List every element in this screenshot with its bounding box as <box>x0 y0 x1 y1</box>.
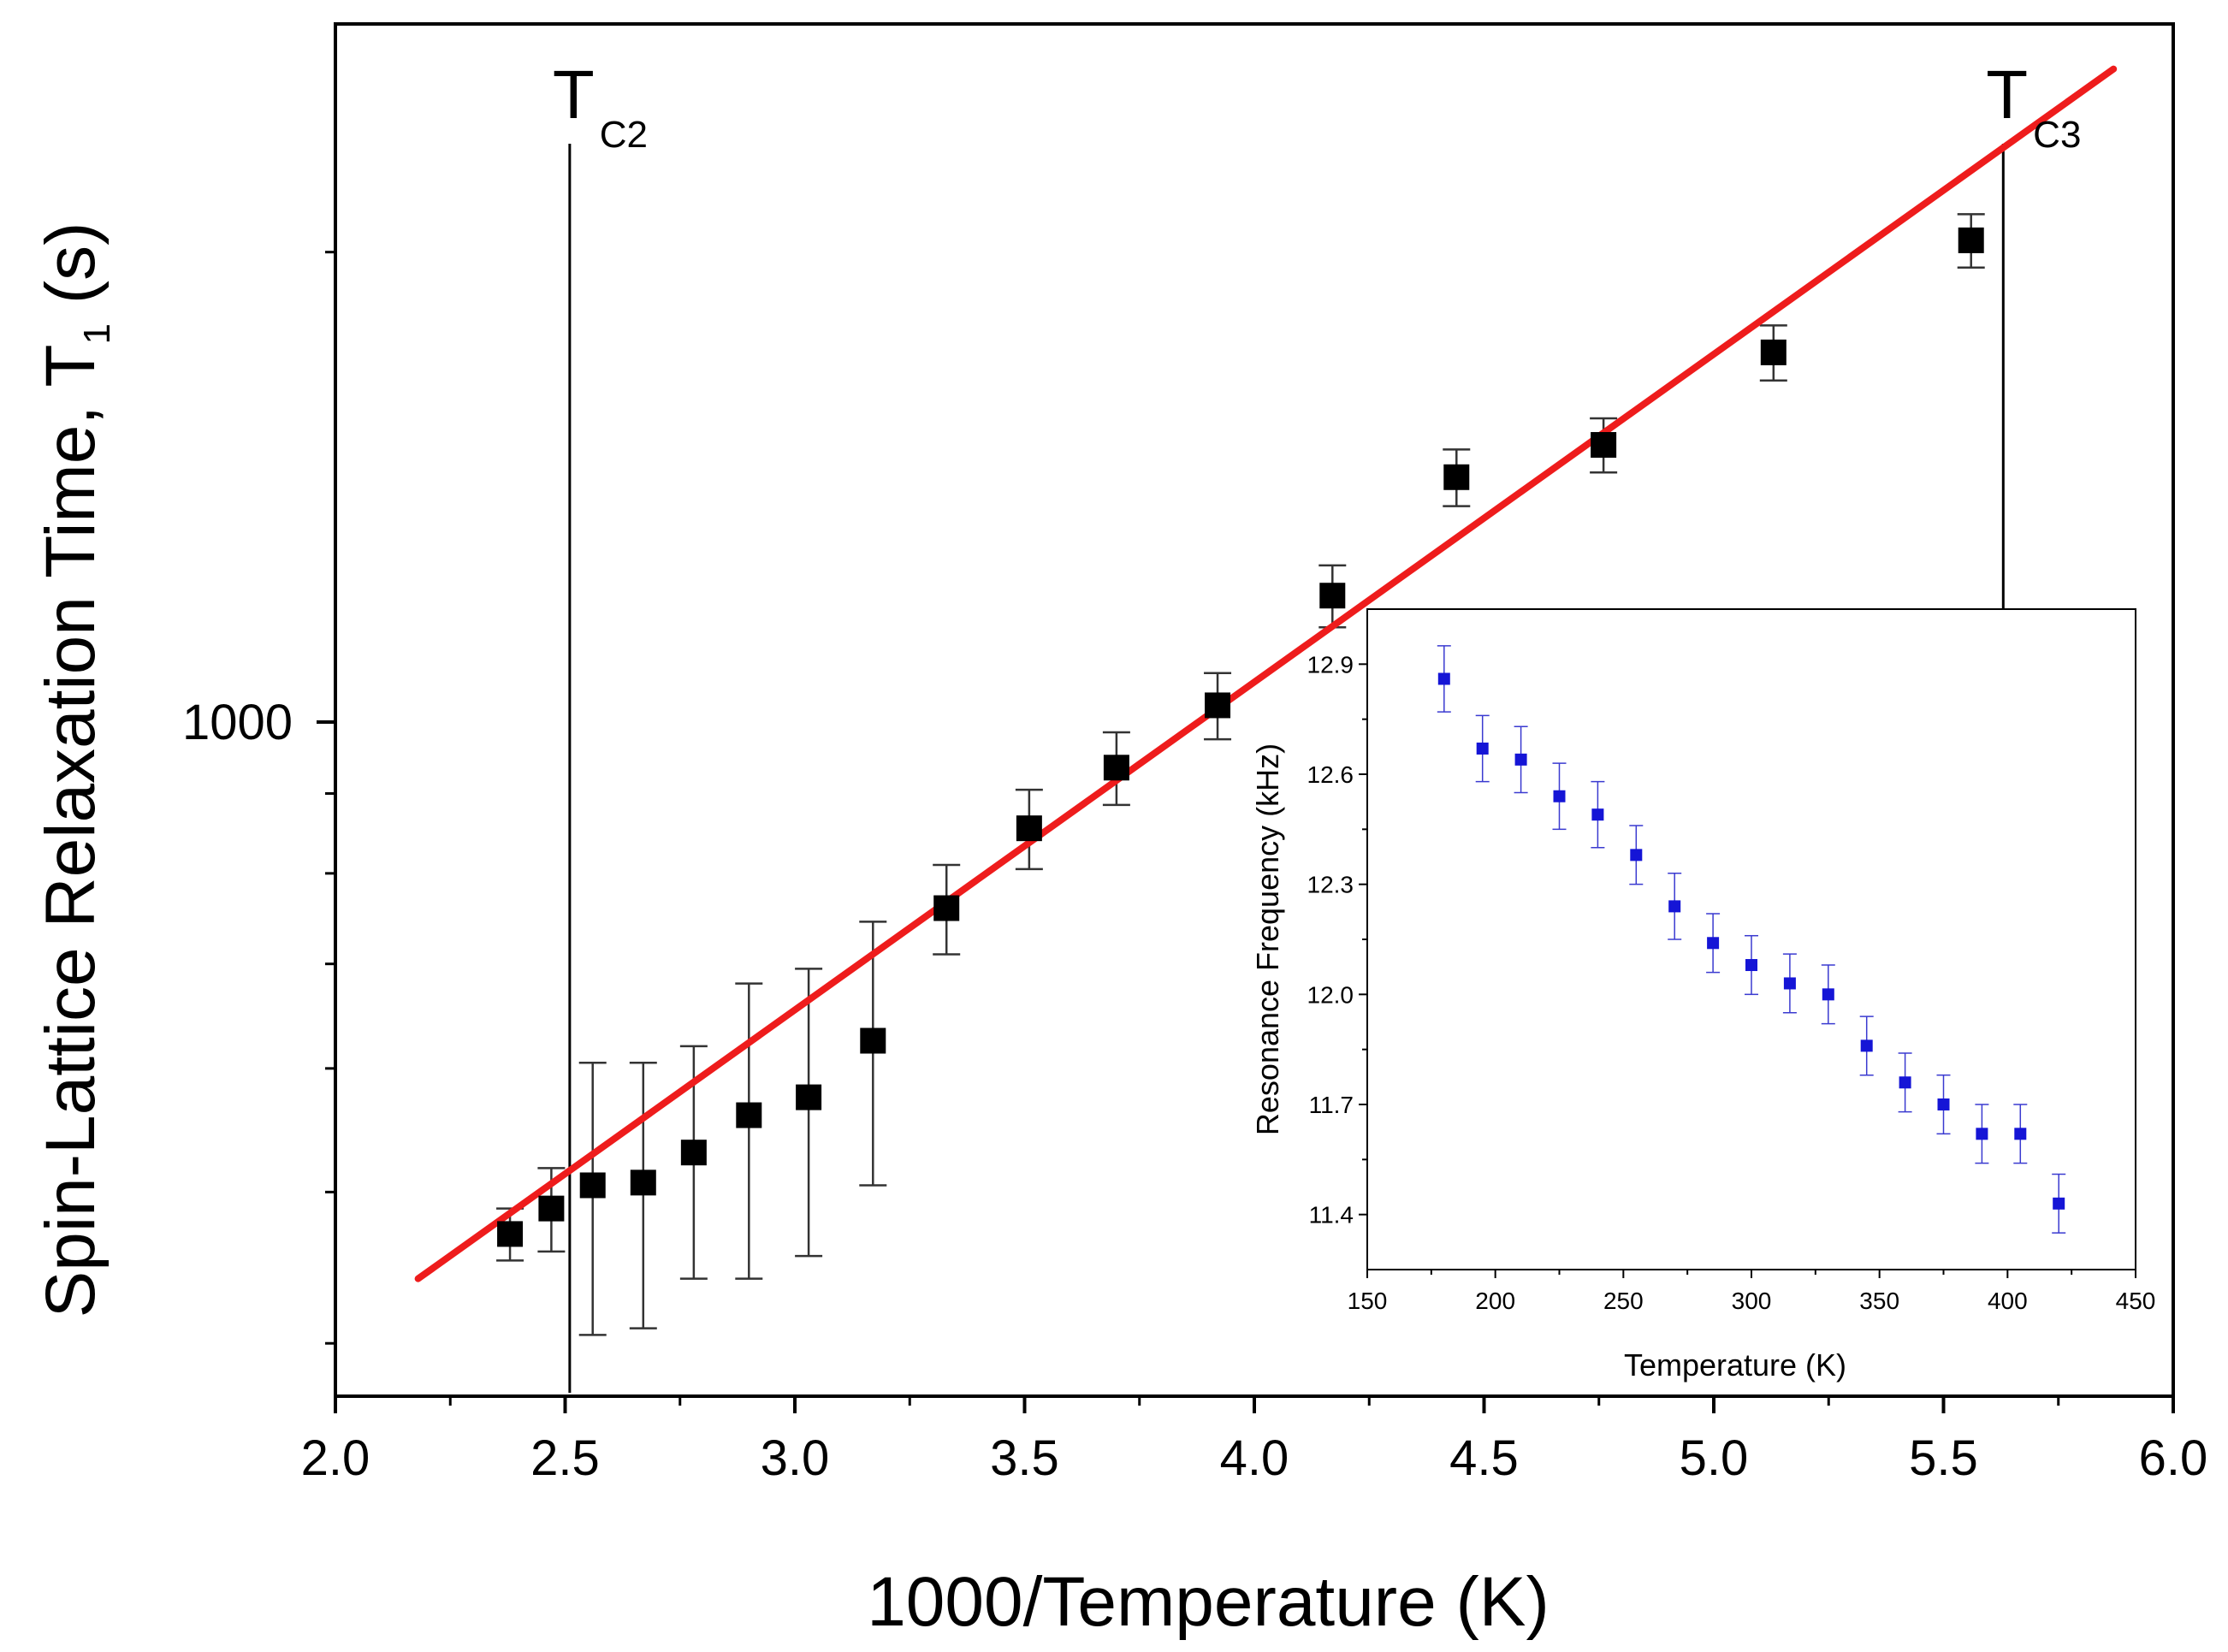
inset-y-ticks: 11.4 11.7 12.0 12.3 12.6 12.9 <box>1307 651 1367 1229</box>
inset-x-tick-label: 300 <box>1732 1288 1772 1314</box>
transition-label-c2: TC2 <box>553 56 648 156</box>
main-data-point <box>933 895 960 921</box>
main-data-point <box>1443 464 1470 490</box>
inset-data-point <box>1937 1098 1950 1110</box>
main-data-point <box>1016 815 1042 842</box>
transition-label-letter: T <box>553 56 595 133</box>
main-data-point <box>1205 692 1231 719</box>
main-x-tick-label: 2.5 <box>530 1430 600 1486</box>
main-plot: 2.0 2.5 3.0 3.5 4.0 4.5 5.0 5.5 6.0 1000 TC2TC3 … <box>32 22 2208 1641</box>
main-data-point <box>680 1140 707 1166</box>
transition-label-subscript: C2 <box>600 114 648 156</box>
main-x-tick-label: 4.5 <box>1449 1430 1519 1486</box>
inset-data-point <box>1437 672 1450 685</box>
inset-data-points <box>1437 672 2065 1210</box>
fit-line <box>414 65 2118 1282</box>
inset-y-axis-title: Resonance Frequency (kHz) <box>1250 743 1285 1135</box>
inset-y-tick-label: 12.6 <box>1307 761 1354 788</box>
inset-data-point <box>1591 808 1604 821</box>
main-data-points <box>497 227 1984 1247</box>
main-x-tick-label: 4.0 <box>1220 1430 1289 1486</box>
inset-y-tick-label: 11.7 <box>1309 1092 1354 1118</box>
inset-data-point <box>1899 1076 1911 1089</box>
inset-x-ticks: 150 200 250 300 350 400 450 <box>1348 1270 2156 1314</box>
inset-data-point <box>1745 959 1757 972</box>
main-y-axis-title: Spin-Lattice Relaxation Time, T1 (s) <box>32 222 118 1318</box>
main-data-point <box>630 1169 656 1196</box>
inset-x-tick-label: 150 <box>1348 1288 1388 1314</box>
inset-data-point <box>1707 937 1720 950</box>
inset-x-tick-label: 200 <box>1475 1288 1515 1314</box>
inset-data-point <box>1860 1039 1873 1052</box>
transition-label-c3: TC3 <box>1986 56 2081 156</box>
main-y-axis-title-unit: (s) <box>32 222 110 323</box>
inset-data-point <box>2053 1197 2065 1210</box>
transition-label-letter: T <box>1986 56 2028 133</box>
inset-data-point <box>1822 988 1834 1001</box>
inset-y-tick-label: 12.0 <box>1307 981 1354 1008</box>
transition-label-subscript: C3 <box>2033 114 2081 156</box>
fit-line-group <box>414 65 2118 1282</box>
inset-x-axis-title: Temperature (K) <box>1624 1347 1846 1383</box>
main-x-tick-label: 3.5 <box>990 1430 1059 1486</box>
main-data-point <box>579 1172 606 1199</box>
inset-x-tick-label: 400 <box>1988 1288 2028 1314</box>
main-x-tick-label: 2.0 <box>301 1430 370 1486</box>
main-data-point <box>860 1027 886 1054</box>
inset-data-point <box>1630 849 1643 862</box>
main-y-axis-title-text: Spin-Lattice Relaxation Time, T <box>32 344 110 1317</box>
main-data-point <box>1591 432 1617 459</box>
inset-data-point <box>1668 900 1681 913</box>
inset-plot: 150 200 250 300 350 400 450 11.4 11.7 12.0 12.3 12… <box>1250 608 2156 1383</box>
inset-y-tick-label: 12.9 <box>1307 651 1354 678</box>
main-x-tick-label: 3.0 <box>761 1430 830 1486</box>
main-data-point <box>1319 583 1346 609</box>
inset-y-tick-label: 12.3 <box>1307 872 1354 898</box>
main-y-axis-title-subscript: 1 <box>76 323 118 344</box>
inset-data-point <box>1783 977 1796 990</box>
inset-data-point <box>1553 790 1566 802</box>
main-data-point <box>538 1195 565 1222</box>
inset-data-point <box>1476 742 1489 755</box>
main-data-point <box>796 1084 822 1110</box>
inset-data-point <box>2014 1128 2027 1140</box>
inset-y-tick-label: 11.4 <box>1309 1202 1354 1229</box>
inset-x-tick-label: 350 <box>1859 1288 1899 1314</box>
main-x-tick-label: 6.0 <box>2139 1430 2208 1486</box>
main-x-tick-label: 5.0 <box>1680 1430 1749 1486</box>
main-data-point <box>497 1221 524 1247</box>
main-x-tick-label: 5.5 <box>1909 1430 1978 1486</box>
inset-data-point <box>1514 753 1527 766</box>
main-x-ticks: 2.0 2.5 3.0 3.5 4.0 4.5 5.0 5.5 6.0 <box>301 1396 2208 1486</box>
main-data-point <box>1760 339 1787 365</box>
main-data-point <box>736 1102 762 1128</box>
main-data-point <box>1958 227 1984 253</box>
transition-lines <box>568 144 2005 1393</box>
main-y-tick-label: 1000 <box>182 695 293 750</box>
main-data-point <box>1103 755 1129 781</box>
main-x-axis-title: 1000/Temperature (K) <box>867 1563 1550 1641</box>
inset-data-point <box>1976 1128 1988 1140</box>
inset-x-tick-label: 250 <box>1603 1288 1644 1314</box>
main-y-ticks: 1000 <box>182 251 335 1345</box>
inset-x-tick-label: 450 <box>2116 1288 2156 1314</box>
